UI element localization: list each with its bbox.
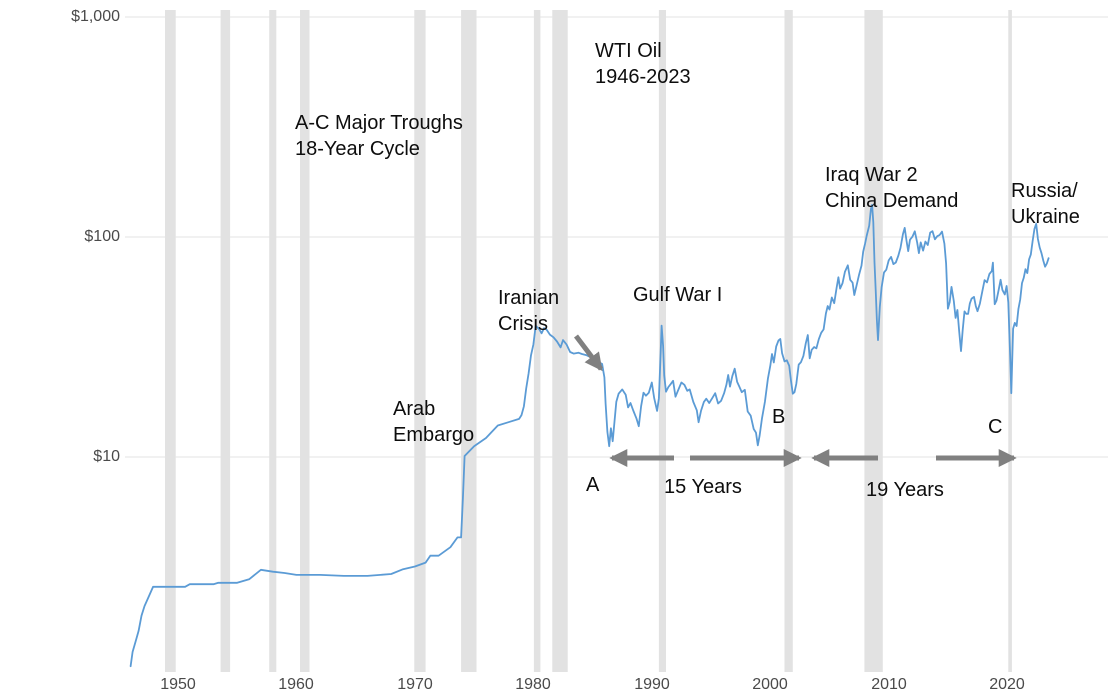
x-tick-1990: 1990 [634, 676, 670, 693]
annotation-iraq-war: Iraq War 2 China Demand [825, 164, 959, 212]
span-label-15-years: 15 Years [664, 476, 742, 498]
x-tick-2020: 2020 [989, 676, 1025, 693]
trough-label-b: B [772, 406, 786, 428]
x-tick-1970: 1970 [397, 676, 433, 693]
recession-band [220, 10, 231, 672]
price-line [129, 203, 1050, 668]
y-tick-1000: $1,000 [71, 8, 120, 25]
x-tick-1980: 1980 [515, 676, 551, 693]
recession-band [269, 10, 277, 672]
x-tick-2010: 2010 [871, 676, 907, 693]
recession-band [461, 10, 477, 672]
cycle-note: A-C Major Troughs 18-Year Cycle [295, 112, 463, 160]
annotation-iranian-crisis: Iranian Crisis [498, 287, 560, 335]
annotation-arab-embargo: Arab Embargo [393, 398, 475, 446]
chart-title-line1: WTI Oil [595, 40, 662, 62]
recession-band [864, 10, 883, 672]
recession-band [552, 10, 568, 672]
annotation-gulf-war: Gulf War I [633, 284, 723, 306]
recession-band [300, 10, 310, 672]
recession-band [414, 10, 426, 672]
recession-band [533, 10, 541, 672]
trough-label-a: A [586, 474, 600, 496]
chart-title-line2: 1946-2023 [595, 66, 691, 88]
recession-band [165, 10, 176, 672]
y-tick-100: $100 [84, 228, 120, 245]
annotation-russia-ukraine: Russia/ Ukraine [1011, 180, 1080, 228]
x-tick-2000: 2000 [752, 676, 788, 693]
span-label-19-years: 19 Years [866, 479, 944, 501]
arrow-into-trough-a [574, 334, 603, 372]
x-tick-1950: 1950 [160, 676, 196, 693]
y-tick-10: $10 [93, 448, 120, 465]
x-tick-1960: 1960 [278, 676, 314, 693]
trough-label-c: C [988, 416, 1003, 438]
chart-title: WTI Oil 1946-2023 [595, 38, 691, 90]
recession-band [784, 10, 793, 672]
